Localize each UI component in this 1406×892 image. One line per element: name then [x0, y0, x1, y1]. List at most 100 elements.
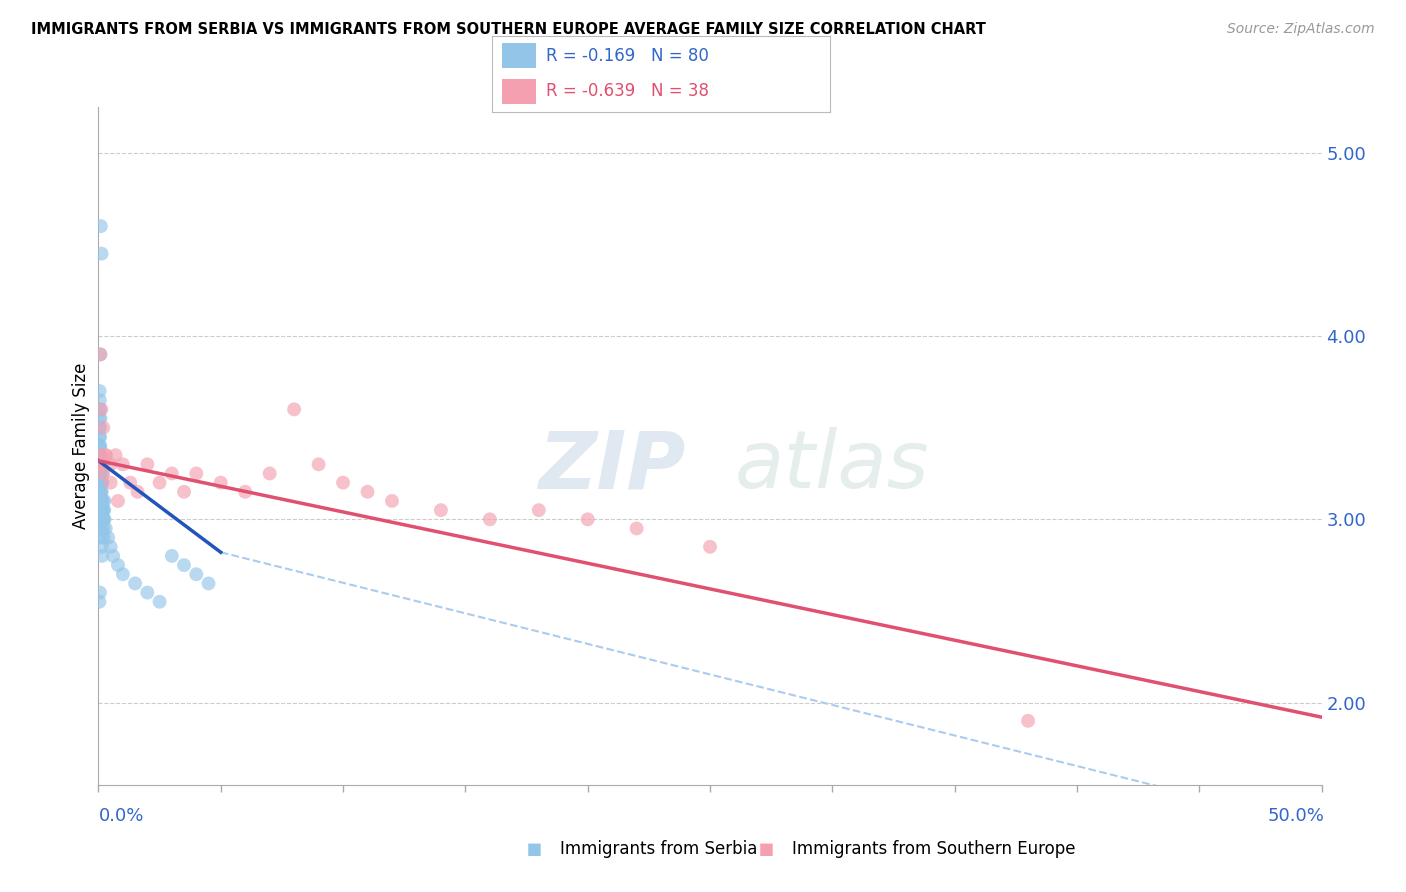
- Point: [89, 439, 111, 453]
- Point: [381, 494, 404, 508]
- Bar: [502, 44, 536, 69]
- Point: [87, 458, 110, 472]
- Point: [90, 458, 112, 472]
- Point: [308, 458, 330, 472]
- Point: [186, 567, 208, 582]
- Point: [97, 531, 120, 545]
- Point: [91, 512, 114, 526]
- Point: [91, 512, 114, 526]
- Point: [89, 494, 111, 508]
- Point: [89, 448, 111, 462]
- Point: [90, 521, 112, 535]
- Point: [186, 467, 208, 481]
- Point: [136, 458, 159, 472]
- Point: [91, 494, 114, 508]
- Point: [90, 448, 112, 462]
- Point: [283, 402, 305, 417]
- Point: [101, 549, 124, 563]
- Point: [91, 420, 114, 434]
- Point: [259, 467, 281, 481]
- Text: IMMIGRANTS FROM SERBIA VS IMMIGRANTS FROM SOUTHERN EUROPE AVERAGE FAMILY SIZE CO: IMMIGRANTS FROM SERBIA VS IMMIGRANTS FRO…: [31, 22, 986, 37]
- Point: [430, 503, 453, 517]
- Point: [89, 402, 111, 417]
- Bar: [502, 78, 536, 104]
- Point: [94, 521, 117, 535]
- Point: [90, 246, 112, 260]
- Text: R = -0.169   N = 80: R = -0.169 N = 80: [546, 47, 709, 65]
- Point: [90, 475, 112, 490]
- Text: Source: ZipAtlas.com: Source: ZipAtlas.com: [1227, 22, 1375, 37]
- Point: [89, 420, 111, 434]
- Point: [89, 467, 111, 481]
- Point: [89, 393, 111, 408]
- Point: [93, 512, 115, 526]
- Point: [90, 219, 112, 234]
- Point: [478, 512, 501, 526]
- Point: [89, 439, 111, 453]
- Point: [91, 549, 114, 563]
- Point: [160, 549, 183, 563]
- Point: [100, 458, 122, 472]
- Point: [111, 458, 134, 472]
- Point: [89, 420, 111, 434]
- Y-axis label: Average Family Size: Average Family Size: [72, 363, 90, 529]
- Point: [90, 503, 112, 517]
- Point: [90, 484, 112, 499]
- Point: [89, 448, 111, 462]
- Point: [91, 503, 114, 517]
- Point: [90, 484, 112, 499]
- Point: [699, 540, 721, 554]
- Point: [89, 475, 111, 490]
- Point: [91, 494, 114, 508]
- Point: [89, 458, 111, 472]
- Point: [100, 540, 122, 554]
- Point: [93, 531, 115, 545]
- Point: [160, 467, 183, 481]
- Point: [89, 347, 111, 361]
- Point: [91, 475, 114, 490]
- Point: [356, 484, 378, 499]
- Point: [89, 402, 111, 417]
- Point: [120, 475, 142, 490]
- Point: [90, 475, 112, 490]
- Point: [136, 585, 159, 599]
- Point: [127, 484, 149, 499]
- Point: [89, 347, 111, 361]
- Text: atlas: atlas: [735, 427, 929, 506]
- Point: [90, 402, 112, 417]
- Point: [89, 384, 111, 398]
- Point: [89, 475, 111, 490]
- Point: [89, 467, 111, 481]
- Text: Immigrants from Serbia: Immigrants from Serbia: [560, 840, 756, 858]
- Point: [91, 503, 114, 517]
- Point: [90, 475, 112, 490]
- Point: [91, 467, 114, 481]
- Point: [89, 439, 111, 453]
- Point: [197, 576, 219, 591]
- Text: 0.0%: 0.0%: [98, 807, 143, 825]
- Point: [90, 494, 112, 508]
- Point: [93, 521, 115, 535]
- Point: [89, 595, 111, 609]
- Point: [90, 467, 112, 481]
- Point: [104, 448, 127, 462]
- Point: [626, 521, 648, 535]
- Point: [89, 467, 111, 481]
- Point: [94, 448, 117, 462]
- Point: [91, 467, 114, 481]
- Point: [233, 484, 256, 499]
- Point: [89, 458, 111, 472]
- Point: [124, 576, 146, 591]
- Point: [89, 430, 111, 444]
- Text: 50.0%: 50.0%: [1268, 807, 1324, 825]
- Point: [93, 494, 115, 508]
- Point: [107, 558, 129, 573]
- Point: [91, 458, 114, 472]
- Point: [111, 567, 134, 582]
- Point: [209, 475, 232, 490]
- Point: [1017, 714, 1039, 728]
- Point: [90, 448, 112, 462]
- Point: [89, 484, 111, 499]
- Point: [149, 595, 172, 609]
- Text: ▪: ▪: [526, 838, 543, 861]
